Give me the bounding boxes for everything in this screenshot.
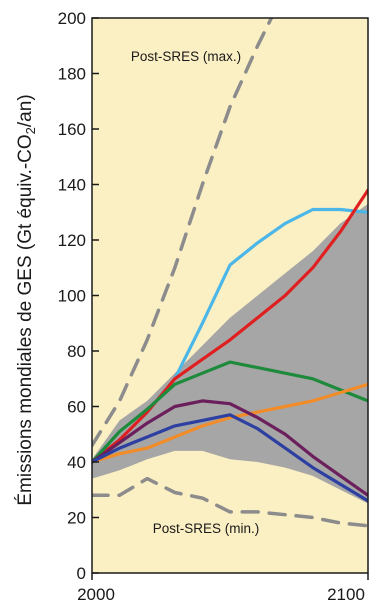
y-axis-label-main: Émissions mondiales de GES (Gt équiv.-CO <box>15 134 36 505</box>
scenario-line-4 <box>92 360 368 464</box>
y-tick-label: 20 <box>67 509 86 528</box>
y-tick-label: 100 <box>58 287 86 306</box>
y-tick-label: 60 <box>67 398 86 417</box>
annotation-max: Post-SRES (max.) <box>131 49 241 64</box>
dashed-bound-line-0 <box>92 18 274 448</box>
y-tick-label: 200 <box>58 9 86 28</box>
scenario-line-6 <box>92 399 368 497</box>
annotation-min: Post-SRES (min.) <box>153 521 260 536</box>
scenario-line-5 <box>92 382 368 464</box>
y-tick-label: 140 <box>58 176 86 195</box>
y-tick-label: 160 <box>58 120 86 139</box>
y-tick-label: 180 <box>58 65 86 84</box>
y-tick-label: 40 <box>67 453 86 472</box>
dashed-bound-line-1 <box>92 476 368 528</box>
y-tick-label: 80 <box>67 342 86 361</box>
scenario-line-3 <box>92 188 368 464</box>
y-tick-label: 0 <box>77 564 86 583</box>
scenario-range-band <box>92 203 368 504</box>
y-axis-label-end: /an) <box>15 94 36 127</box>
y-axis-label-subscript: 2 <box>23 127 38 134</box>
x-tick-label: 2100 <box>327 585 365 604</box>
y-axis-label: Émissions mondiales de GES (Gt équiv.-CO… <box>15 94 38 505</box>
x-tick-label: 2000 <box>77 585 115 604</box>
y-tick-label: 120 <box>58 231 86 250</box>
scenario-line-7 <box>92 413 368 503</box>
